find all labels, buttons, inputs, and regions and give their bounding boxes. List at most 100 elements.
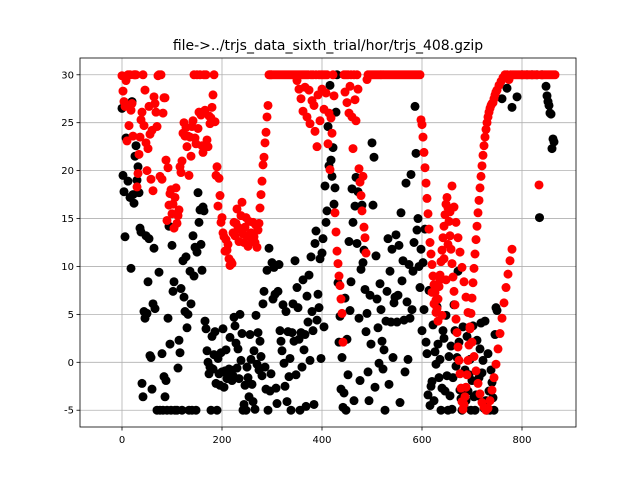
red-data-point xyxy=(479,141,489,151)
black-data-point xyxy=(379,345,389,355)
black-data-point xyxy=(378,364,388,374)
red-data-point xyxy=(214,173,224,183)
red-data-point xyxy=(122,136,132,146)
red-data-point xyxy=(428,271,438,281)
black-data-point xyxy=(293,303,303,313)
black-data-point xyxy=(278,300,288,310)
black-data-point xyxy=(273,286,283,296)
red-data-point xyxy=(304,85,314,95)
y-tick-label: 20 xyxy=(61,166,74,177)
red-data-point xyxy=(424,224,434,234)
black-data-point xyxy=(402,297,412,307)
black-data-point xyxy=(181,252,191,262)
black-data-point xyxy=(284,372,294,382)
black-data-point xyxy=(355,376,365,386)
black-data-point xyxy=(412,225,422,235)
red-data-point xyxy=(323,139,333,149)
red-data-point xyxy=(478,150,488,160)
red-data-point xyxy=(174,205,184,215)
red-data-point xyxy=(321,88,331,98)
red-data-point xyxy=(461,292,471,302)
black-data-point xyxy=(150,304,160,314)
red-data-point xyxy=(439,254,449,264)
black-data-point xyxy=(326,155,336,165)
black-data-point xyxy=(280,381,290,391)
black-data-point xyxy=(393,290,403,300)
red-data-point xyxy=(501,283,511,293)
red-data-point xyxy=(170,192,180,202)
red-data-point xyxy=(505,256,515,266)
red-data-point xyxy=(487,385,497,395)
red-data-point xyxy=(143,144,153,154)
black-data-point xyxy=(133,162,143,172)
black-data-point xyxy=(421,337,431,347)
red-data-point xyxy=(315,116,325,126)
black-data-point xyxy=(256,352,266,362)
black-data-point xyxy=(196,239,206,249)
red-data-point xyxy=(550,70,560,80)
red-data-point xyxy=(137,107,147,117)
black-data-point xyxy=(345,306,355,316)
red-data-point xyxy=(160,93,170,103)
red-data-point xyxy=(215,191,225,201)
red-data-point xyxy=(427,260,437,270)
black-data-point xyxy=(247,379,257,389)
black-data-point xyxy=(325,80,335,90)
black-data-point xyxy=(285,353,295,363)
black-data-point xyxy=(194,217,204,227)
red-data-point xyxy=(442,192,452,202)
black-data-point xyxy=(149,243,159,253)
red-data-point xyxy=(356,191,366,201)
red-data-point xyxy=(454,355,464,365)
red-data-point xyxy=(150,99,160,109)
red-data-point xyxy=(302,112,312,122)
black-data-point xyxy=(388,353,398,363)
black-data-point xyxy=(287,328,297,338)
black-data-point xyxy=(423,390,433,400)
red-data-point xyxy=(441,275,451,285)
black-data-point xyxy=(368,200,378,210)
black-data-point xyxy=(202,346,212,356)
black-data-point xyxy=(507,102,517,112)
y-tick-label: 5 xyxy=(68,310,74,321)
red-data-point xyxy=(475,183,485,193)
red-data-point xyxy=(352,70,362,80)
red-data-point xyxy=(459,277,469,287)
black-data-point xyxy=(271,383,281,393)
red-data-point xyxy=(152,122,162,132)
y-tick-label: 30 xyxy=(61,70,74,81)
black-data-point xyxy=(358,258,368,268)
black-data-point xyxy=(366,339,376,349)
red-data-point xyxy=(262,112,272,122)
black-data-point xyxy=(316,353,326,363)
red-data-point xyxy=(491,359,501,369)
black-data-point xyxy=(318,234,328,244)
black-data-point xyxy=(308,326,318,336)
black-data-point xyxy=(337,353,347,363)
black-data-point xyxy=(387,244,397,254)
black-data-point xyxy=(192,247,202,257)
black-data-point xyxy=(415,283,425,293)
black-data-point xyxy=(191,405,201,415)
black-data-point xyxy=(248,397,258,407)
red-data-point xyxy=(485,396,495,406)
black-data-point xyxy=(173,363,183,373)
black-data-point xyxy=(291,370,301,380)
black-data-point xyxy=(397,276,407,286)
black-data-point xyxy=(382,286,392,296)
red-data-point xyxy=(359,222,369,232)
red-data-point xyxy=(429,299,439,309)
black-data-point xyxy=(119,187,129,197)
black-data-point xyxy=(362,308,372,318)
black-data-point xyxy=(317,248,327,258)
red-data-point xyxy=(127,99,137,109)
black-data-point xyxy=(197,265,207,275)
black-data-point xyxy=(330,183,340,193)
black-data-point xyxy=(549,137,559,147)
red-data-point xyxy=(331,227,341,237)
black-data-point xyxy=(251,310,261,320)
red-data-point xyxy=(459,399,469,409)
black-data-point xyxy=(502,83,512,93)
red-data-point xyxy=(176,168,186,178)
black-data-point xyxy=(436,405,446,415)
